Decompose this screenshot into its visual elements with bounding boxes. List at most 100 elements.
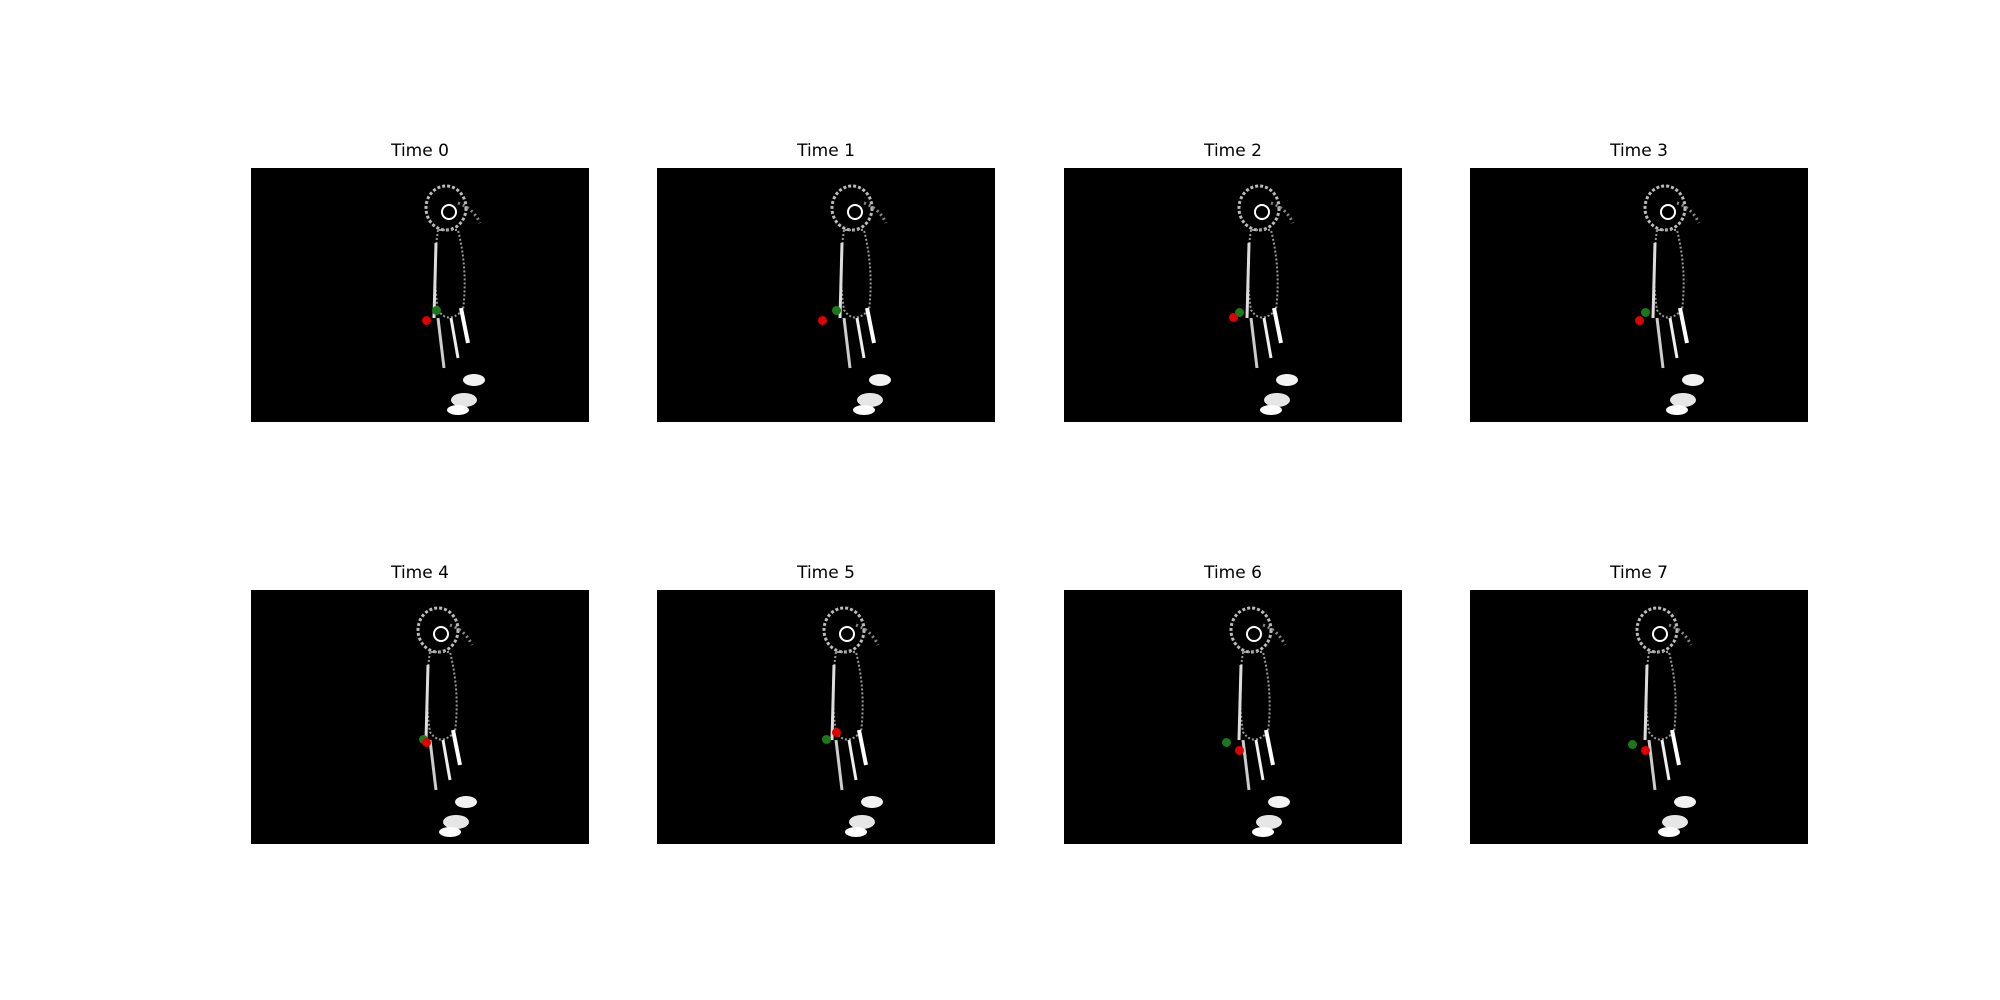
figure-shape: [855, 623, 880, 646]
figure-silhouette: [1643, 184, 1704, 415]
panel-title: Time 3: [1610, 141, 1668, 161]
figure-shape: [447, 405, 469, 415]
figure-shape: [849, 815, 875, 829]
panel-title: Time 0: [391, 141, 449, 161]
figure-shape: [861, 796, 883, 808]
figure-shape: [1643, 664, 1649, 741]
figure-shape: [855, 317, 866, 359]
frame-image: [657, 168, 995, 422]
figure-shape: [1652, 626, 1668, 642]
figure-shape: [865, 307, 876, 344]
figure-shape: [451, 393, 477, 407]
panel-title: Time 5: [797, 563, 855, 583]
figure-shape: [455, 796, 477, 808]
figure-shape: [1254, 204, 1270, 220]
figure-shape: [1239, 651, 1271, 741]
red-marker: [1641, 745, 1651, 755]
figure-shape: [830, 664, 836, 741]
red-marker: [818, 315, 828, 325]
red-marker: [422, 737, 432, 747]
figure-shape: [1660, 204, 1676, 220]
figure-shape: [1268, 796, 1290, 808]
figure-shape: [424, 664, 430, 741]
figure-shape: [449, 623, 474, 646]
figure-shape: [1247, 229, 1279, 319]
figure-shape: [847, 204, 863, 220]
figure-shape: [1260, 405, 1282, 415]
figure-shape: [1682, 374, 1704, 386]
figure-shape: [432, 242, 438, 319]
figure-shape: [459, 307, 470, 344]
red-marker: [1228, 313, 1238, 323]
figure-silhouette: [416, 606, 477, 837]
figure-shape: [857, 393, 883, 407]
figure-shape: [845, 827, 867, 837]
figure-shape: [832, 651, 864, 741]
figure-shape: [1674, 796, 1696, 808]
figure-shape: [1264, 729, 1275, 766]
frame-image: [1064, 168, 1402, 422]
figure-shape: [1678, 307, 1689, 344]
figure-shape: [439, 827, 461, 837]
figure-shape: [1653, 229, 1685, 319]
figure-shape: [451, 729, 462, 766]
figure-shape: [1264, 393, 1290, 407]
figure-shape: [1676, 201, 1701, 224]
green-marker: [1235, 308, 1245, 318]
figure-shape: [1254, 739, 1265, 781]
figure-shape: [869, 374, 891, 386]
figure-shape: [426, 651, 458, 741]
green-marker: [821, 735, 831, 745]
figure-shape: [1660, 739, 1671, 781]
frame-image: [1470, 590, 1808, 844]
figure-shape: [1237, 184, 1281, 232]
figure-shape: [847, 739, 858, 781]
figure-shape: [1670, 729, 1681, 766]
figure-shape: [822, 606, 866, 654]
figure-shape: [857, 729, 868, 766]
panel-title: Time 1: [797, 141, 855, 161]
figure-shape: [853, 405, 875, 415]
figure-shape: [1666, 405, 1688, 415]
figure-shape: [434, 229, 466, 319]
figure-silhouette: [1229, 606, 1290, 837]
figure-shape: [1655, 317, 1665, 369]
panel-title: Time 7: [1610, 563, 1668, 583]
figure-shape: [840, 229, 872, 319]
figure-shape: [863, 201, 888, 224]
figure-shape: [441, 739, 452, 781]
figure-shape: [1651, 242, 1657, 319]
frame-image: [657, 590, 995, 844]
figure-shape: [1237, 664, 1243, 741]
figure-shape: [830, 184, 874, 232]
figure-shape: [1670, 393, 1696, 407]
green-marker: [1221, 737, 1231, 747]
figure-shape: [1249, 317, 1259, 369]
figure-shape: [416, 606, 460, 654]
figure-shape: [441, 204, 457, 220]
figure-shape: [1668, 623, 1693, 646]
figure-shape: [463, 374, 485, 386]
panel-title: Time 2: [1204, 141, 1262, 161]
figure-silhouette: [424, 184, 485, 415]
figure-shape: [1256, 815, 1282, 829]
figure-shape: [834, 739, 844, 791]
figure-shape: [443, 815, 469, 829]
frame-image: [251, 168, 589, 422]
figure-shape: [839, 626, 855, 642]
figure-shape: [428, 739, 438, 791]
figure-shape: [1272, 307, 1283, 344]
red-marker: [422, 315, 432, 325]
figure-shape: [1241, 739, 1251, 791]
frame-image: [1470, 168, 1808, 422]
figure-shape: [1262, 623, 1287, 646]
figure-shape: [1668, 317, 1679, 359]
red-marker: [831, 727, 841, 737]
frame-image: [1064, 590, 1402, 844]
figure-shape: [424, 184, 468, 232]
figure-silhouette: [1635, 606, 1696, 837]
figure-shape: [1635, 606, 1679, 654]
figure-shape: [1662, 815, 1688, 829]
panel-title: Time 6: [1204, 563, 1262, 583]
frame-image: [251, 590, 589, 844]
